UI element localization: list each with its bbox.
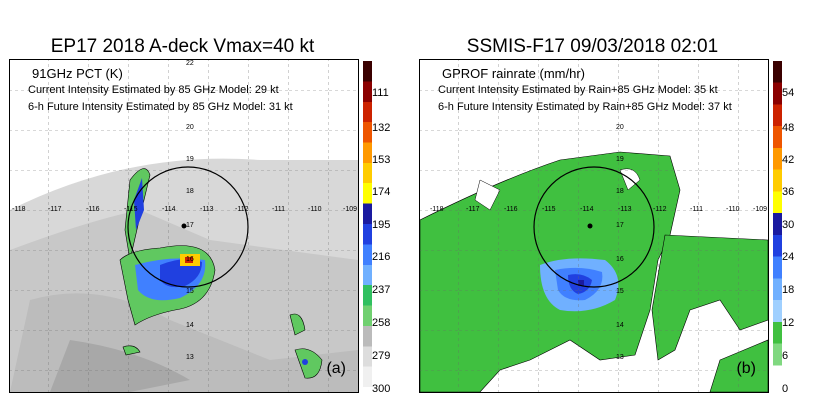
colorbar-label: 0 (782, 383, 789, 395)
lon-label: -118 (12, 206, 26, 213)
panel-b-overlay-title: GPROF rainrate (mm/hr) (442, 66, 586, 81)
colorbar-label: 216 (372, 251, 391, 263)
lat-label: 13 (186, 354, 194, 361)
colorbar-label: 258 (372, 317, 391, 329)
panel-a-overlay-title: 91GHz PCT (K) (32, 66, 123, 81)
lon-label: -110 (308, 206, 322, 213)
lat-label: 13 (616, 354, 624, 361)
colorbar-label: 174 (372, 186, 391, 198)
lat-label: 14 (616, 322, 624, 329)
panel-b-colorbar (773, 61, 782, 387)
lon-label: -114 (580, 206, 594, 213)
colorbar-label: 42 (782, 154, 795, 166)
lat-label: 16 (616, 256, 624, 263)
lon-label: -117 (466, 206, 480, 213)
lat-label: 14 (186, 322, 194, 329)
lon-label: -118 (430, 206, 444, 213)
colorbar-label: 54 (782, 87, 795, 99)
panel-b-title: SSMIS-F17 09/03/2018 02:01 (466, 36, 719, 57)
colorbar-label: 30 (782, 219, 795, 231)
lat-label: 17 (616, 222, 624, 229)
colorbar-label: 237 (372, 284, 391, 296)
colorbar-label: 6 (782, 350, 789, 362)
panel-a-tag: (a) (326, 360, 346, 377)
panel-b-map-graphic (420, 60, 768, 392)
lon-label: -111 (690, 206, 703, 213)
colorbar-label: 111 (372, 87, 389, 99)
panel-a-colorbar (363, 61, 372, 387)
colorbar-label: 18 (782, 284, 795, 296)
lat-label: 22 (186, 60, 194, 67)
lon-label: -109 (753, 206, 768, 213)
lat-label: 17 (186, 222, 194, 229)
lon-label: -112 (653, 206, 667, 213)
lon-label: -114 (162, 206, 176, 213)
lat-label: 15 (186, 288, 194, 295)
lon-label: -109 (343, 206, 358, 213)
panel-b-future-intensity: 6-h Future Intensity Estimated by Rain+8… (438, 101, 732, 113)
lon-label: -117 (48, 206, 62, 213)
panel-b-current-intensity: Current Intensity Estimated by Rain+85 G… (438, 84, 718, 96)
lon-label: -115 (542, 206, 556, 213)
colorbar-label: 24 (782, 251, 795, 263)
lon-label: -116 (86, 206, 100, 213)
panel-b-tag: (b) (736, 360, 756, 377)
lat-label: 16 (186, 256, 194, 263)
lon-label: -113 (618, 206, 632, 213)
lat-label: 18 (186, 188, 194, 195)
colorbar-label: 132 (372, 122, 391, 134)
colorbar-label: 195 (372, 219, 391, 231)
panel-a-future-intensity: 6-h Future Intensity Estimated by 85 GHz… (28, 101, 293, 113)
lat-label: 15 (616, 288, 624, 295)
lat-label: 20 (616, 124, 624, 131)
lat-label: 20 (186, 124, 194, 131)
colorbar-label: 36 (782, 186, 795, 198)
lon-label: -112 (235, 206, 249, 213)
lat-label: 19 (616, 156, 624, 163)
colorbar-label: 279 (372, 350, 391, 362)
lon-label: -111 (272, 206, 285, 213)
lat-label: 18 (616, 188, 624, 195)
panel-b-map[interactable]: GPROF rainrate (mm/hr) Current Intensity… (419, 59, 769, 393)
lat-label: 19 (186, 156, 194, 163)
colorbar-label: 153 (372, 154, 391, 166)
colorbar-label: 48 (782, 122, 795, 134)
panel-a-map[interactable]: 91GHz PCT (K) Current Intensity Estimate… (9, 59, 359, 393)
colorbar-label: 300 (372, 383, 391, 395)
panel-b: SSMIS-F17 09/03/2018 02:01 GPROF rainrat… (410, 0, 820, 402)
lon-label: -115 (124, 206, 138, 213)
panel-a: EP17 2018 A-deck Vmax=40 kt (9, 36, 391, 395)
lon-label: -110 (726, 206, 740, 213)
panel-a-map-graphic (10, 60, 358, 392)
lon-label: -113 (200, 206, 214, 213)
panel-a-current-intensity: Current Intensity Estimated by 85 GHz Mo… (28, 84, 279, 96)
colorbar-label: 12 (782, 317, 795, 329)
panel-a-title: EP17 2018 A-deck Vmax=40 kt (50, 36, 315, 57)
lon-label: -116 (504, 206, 518, 213)
